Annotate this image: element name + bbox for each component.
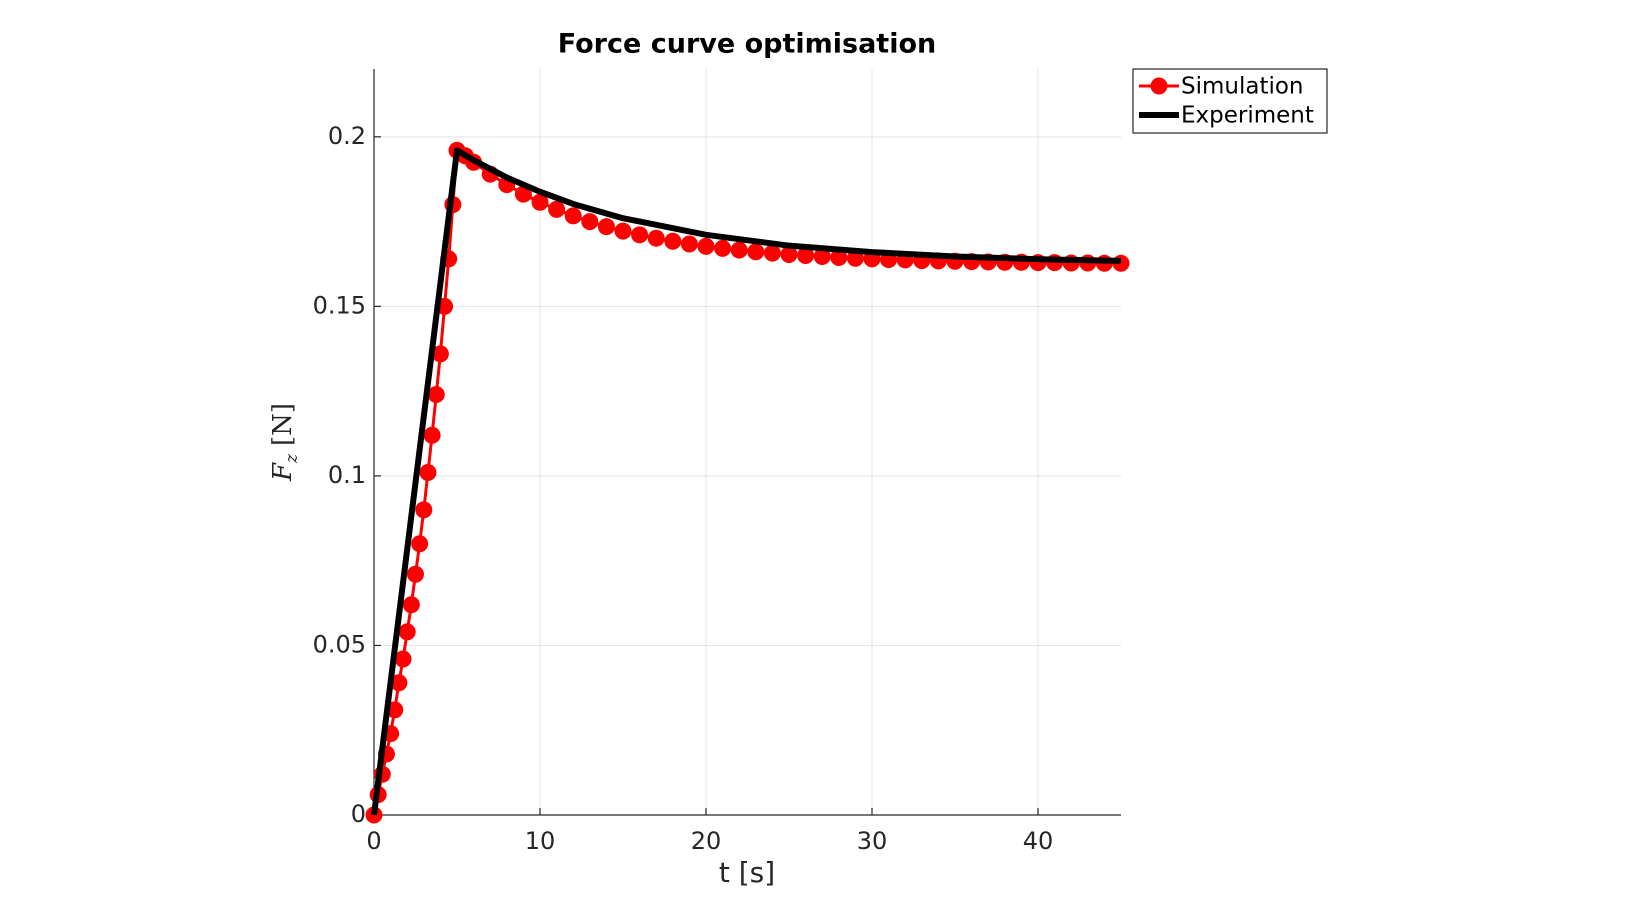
series-marker [797, 247, 815, 264]
series-marker [747, 243, 765, 261]
x-axis-label: t [s] [719, 856, 775, 889]
legend: Simulation Experiment [1132, 68, 1328, 134]
x-tick-label: 20 [691, 827, 722, 855]
series-marker [631, 226, 649, 244]
series-marker [423, 426, 441, 444]
y-label-symbol: F [268, 462, 298, 482]
series-marker [714, 239, 732, 257]
legend-marker [1150, 77, 1168, 95]
x-tick-label: 40 [1023, 827, 1054, 855]
series-marker [597, 218, 615, 236]
x-tick-label: 0 [366, 827, 381, 855]
series-marker [680, 235, 698, 253]
series-marker [813, 248, 831, 266]
series-marker [419, 464, 437, 482]
chart-title: Force curve optimisation [558, 29, 936, 60]
series-marker [402, 596, 420, 614]
legend-box [1132, 68, 1328, 134]
y-tick-label: 0.15 [313, 291, 366, 319]
series-marker [564, 207, 582, 225]
x-tick-label: 30 [857, 827, 888, 855]
series-marker [531, 193, 549, 211]
series-marker [427, 386, 445, 404]
y-axis-label: Fz [N] [268, 403, 302, 482]
series-marker [830, 249, 848, 267]
y-tick-label: 0.2 [328, 122, 366, 150]
series-marker [415, 501, 433, 519]
series-line [371, 147, 1122, 816]
series-marker [697, 237, 715, 255]
y-tick-label: 0.1 [328, 461, 366, 489]
series-marker [407, 565, 424, 583]
series-marker [664, 232, 682, 250]
series-marker [431, 345, 449, 363]
y-tick-label: 0 [351, 800, 366, 828]
series-marker [411, 535, 429, 553]
x-tick-label: 10 [525, 827, 556, 855]
series-marker [581, 213, 599, 231]
series-marker [398, 623, 416, 641]
series-marker [548, 200, 566, 218]
series-marker [514, 185, 532, 203]
series-marker [763, 244, 781, 262]
series-marker [614, 222, 632, 240]
series-marker [647, 229, 665, 247]
y-tick-label: 0.05 [313, 630, 366, 658]
legend-label: Experiment [1181, 103, 1314, 129]
series-marker [730, 241, 748, 259]
legend-label: Simulation [1181, 74, 1304, 100]
series-marker [780, 245, 798, 263]
series-marker [394, 650, 412, 668]
series-marker [390, 674, 408, 692]
y-label-subscript: z [282, 453, 302, 464]
y-label-unit: [N] [268, 403, 298, 446]
